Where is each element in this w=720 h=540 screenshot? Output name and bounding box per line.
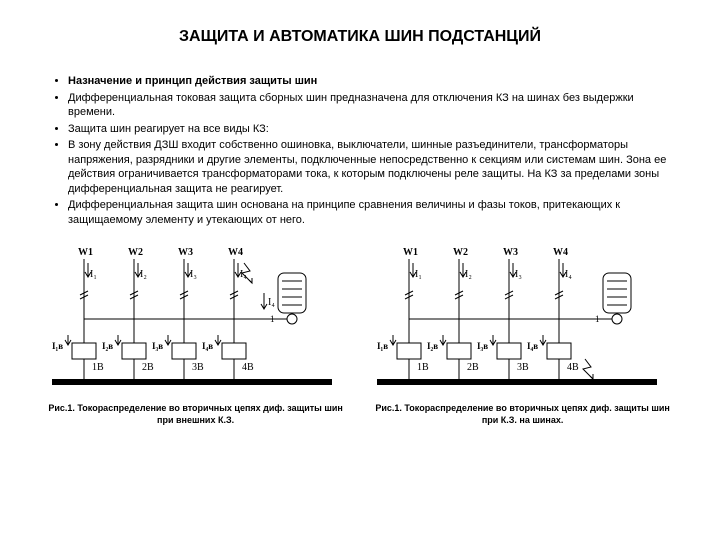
svg-text:W2: W2 <box>453 247 468 258</box>
svg-text:1В: 1В <box>92 362 104 373</box>
bullet-item: В зону действия ДЗШ входит собственно ош… <box>68 138 678 196</box>
svg-text:I₄в: I₄в <box>202 341 213 351</box>
svg-text:W3: W3 <box>503 247 518 258</box>
svg-text:W4: W4 <box>553 247 568 258</box>
bullet-item: Назначение и принцип действия защиты шин <box>68 74 678 89</box>
svg-text:2В: 2В <box>142 362 154 373</box>
figure-b: 1 W1 I₁ I₁в 1В W2 I₂ I₂в 2В W3 I₃ I₃в 3В W4 I₄ I₄в 4В Ри… <box>367 241 678 426</box>
svg-text:I₁в: I₁в <box>377 341 388 351</box>
svg-text:4В: 4В <box>242 362 254 373</box>
bullet-item: Защита шин реагирует на все виды КЗ: <box>68 122 678 137</box>
svg-text:I₃в: I₃в <box>477 341 488 351</box>
svg-text:2В: 2В <box>467 362 479 373</box>
svg-text:4В: 4В <box>567 362 579 373</box>
svg-text:3В: 3В <box>192 362 204 373</box>
svg-text:W1: W1 <box>78 247 93 258</box>
svg-text:I₃: I₃ <box>515 269 522 280</box>
bullet-item: Дифференциальная защита шин основана на … <box>68 198 678 227</box>
svg-text:I₁в: I₁в <box>52 341 63 351</box>
figure-b-caption: Рис.1. Токораспределение во вторичных це… <box>367 403 678 426</box>
svg-text:I₃в: I₃в <box>152 341 163 351</box>
svg-text:I₂в: I₂в <box>102 341 113 351</box>
svg-text:I₃: I₃ <box>190 269 197 280</box>
figure-a-caption: Рис.1. Токораспределение во вторичных це… <box>42 403 349 426</box>
svg-text:1: 1 <box>270 314 275 324</box>
svg-text:I₂: I₂ <box>140 269 147 280</box>
bullet-list: Назначение и принцип действия защиты шин… <box>42 74 678 227</box>
svg-text:3В: 3В <box>517 362 529 373</box>
svg-text:1В: 1В <box>417 362 429 373</box>
svg-text:I₄: I₄ <box>268 297 275 308</box>
svg-text:I₄: I₄ <box>565 269 572 280</box>
svg-text:I₁: I₁ <box>90 269 97 280</box>
svg-text:W1: W1 <box>403 247 418 258</box>
figure-a: 1W1I₁I₁в1ВW2I₂I₂в2ВW3I₃I₃в3ВW4I₄I₄в4ВI₄ … <box>42 241 349 426</box>
svg-text:I₄в: I₄в <box>527 341 538 351</box>
bullet-item: Дифференциальная токовая защита сборных … <box>68 91 678 120</box>
svg-text:W2: W2 <box>128 247 143 258</box>
svg-text:W4: W4 <box>228 247 243 258</box>
svg-text:I₁: I₁ <box>415 269 422 280</box>
svg-text:1: 1 <box>595 314 600 324</box>
page-title: ЗАЩИТА И АВТОМАТИКА ШИН ПОДСТАНЦИЙ <box>42 28 678 46</box>
svg-text:I₂: I₂ <box>465 269 472 280</box>
svg-text:W3: W3 <box>178 247 193 258</box>
svg-text:I₂в: I₂в <box>427 341 438 351</box>
